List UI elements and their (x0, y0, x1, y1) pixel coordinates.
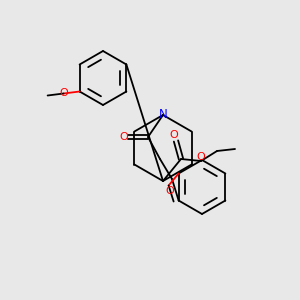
Text: O: O (169, 130, 178, 140)
Text: O: O (196, 152, 206, 162)
Text: N: N (159, 109, 167, 122)
Text: O: O (59, 88, 68, 98)
Text: O: O (165, 185, 174, 196)
Text: O: O (120, 132, 128, 142)
